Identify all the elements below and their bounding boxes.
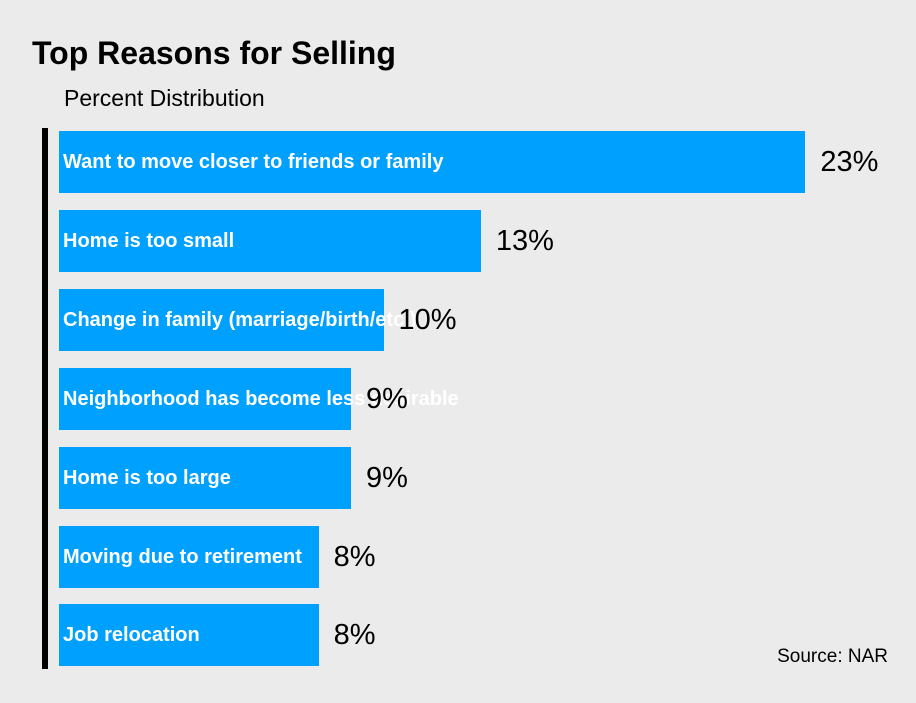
bar-value-label: 9% bbox=[366, 382, 408, 415]
bar-category-label: Home is too small bbox=[63, 229, 235, 252]
bar bbox=[59, 209, 481, 272]
bar-value-label: 9% bbox=[366, 461, 408, 494]
bar-value-label: 8% bbox=[333, 540, 376, 573]
bar-category-label: Moving due to retirement bbox=[63, 545, 302, 568]
y-axis-line bbox=[42, 128, 48, 669]
bar bbox=[59, 525, 319, 588]
bar-category-label: Change in family (marriage/birth/etc.) bbox=[63, 308, 417, 331]
bar bbox=[59, 604, 319, 667]
bar-value-label: 13% bbox=[495, 224, 554, 257]
bar-category-label: Job relocation bbox=[63, 624, 200, 647]
bar bbox=[59, 131, 806, 193]
bar-value-label: 10% bbox=[398, 303, 457, 336]
chart-title: Top Reasons for Selling bbox=[32, 35, 396, 71]
source-note: Source: NAR bbox=[777, 646, 888, 667]
bar bbox=[59, 288, 384, 351]
bar-category-label: Home is too large bbox=[63, 466, 231, 489]
bar bbox=[59, 446, 352, 509]
bar-category-label: Want to move closer to friends or family bbox=[63, 151, 444, 173]
bar-category-label: Neighborhood has become less desirable bbox=[63, 387, 459, 410]
bar-value-label: 23% bbox=[820, 146, 879, 178]
bar bbox=[59, 367, 352, 430]
bar-value-label: 8% bbox=[333, 619, 376, 652]
chart-subtitle: Percent Distribution bbox=[64, 85, 265, 111]
